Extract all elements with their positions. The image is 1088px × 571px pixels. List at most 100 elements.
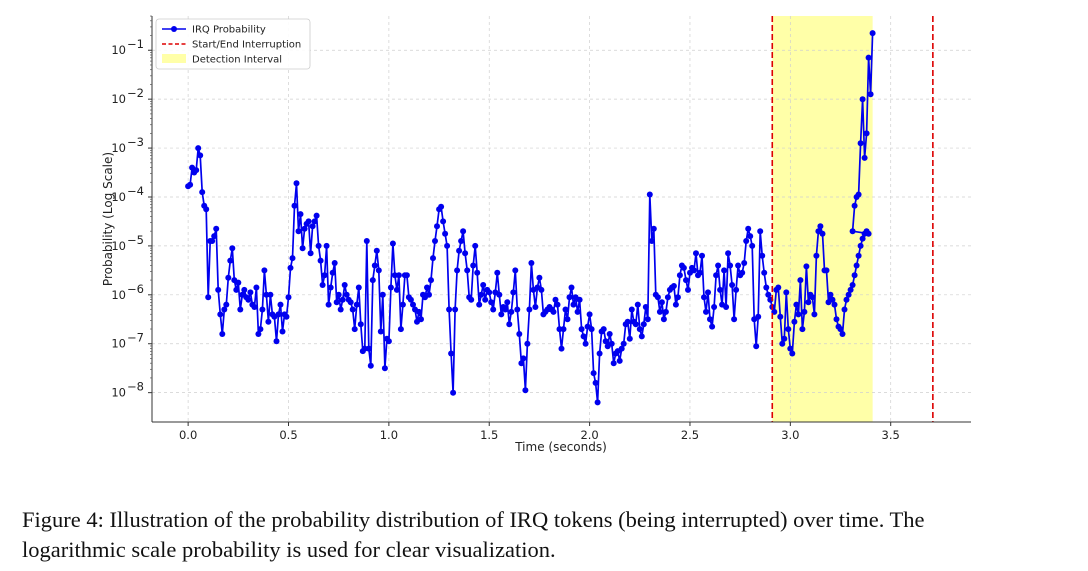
data-point-21 (227, 257, 234, 264)
data-point-332 (851, 272, 858, 279)
data-point-144 (474, 269, 481, 276)
x-tick-label-6: 3.0 (781, 428, 799, 442)
data-point-328 (843, 296, 850, 303)
data-point-163 (512, 267, 519, 274)
data-point-243 (672, 301, 679, 308)
data-point-316 (819, 230, 826, 237)
data-point-28 (241, 286, 248, 293)
legend: IRQ Probability Start/End Interruption D… (155, 18, 311, 70)
data-point-345 (859, 96, 866, 103)
data-point-256 (699, 252, 705, 259)
data-point-326 (839, 331, 846, 337)
data-point-232 (650, 225, 657, 232)
data-point-127 (440, 218, 447, 225)
data-point-296 (779, 340, 786, 347)
data-point-139 (464, 267, 471, 274)
data-point-258 (703, 308, 709, 315)
x-tick-label-3: 1.5 (480, 428, 498, 442)
data-point-57 (299, 245, 306, 252)
data-point-285 (757, 228, 764, 235)
data-point-231 (648, 238, 655, 244)
data-point-131 (448, 350, 455, 357)
data-point-327 (841, 306, 848, 313)
legend-marker-irq (171, 26, 177, 32)
data-point-184 (554, 301, 561, 308)
y-tick-label-6: 10 (111, 92, 126, 106)
data-point-331 (849, 282, 856, 288)
data-point-5 (195, 145, 202, 152)
data-point-182 (550, 308, 557, 315)
data-point-74 (333, 299, 340, 306)
figure-caption: Figure 4: Illustration of the probabilit… (22, 505, 1082, 565)
data-point-147 (480, 282, 487, 288)
data-point-151 (488, 299, 495, 306)
data-point-247 (680, 264, 687, 271)
data-point-38 (261, 267, 268, 274)
data-point-315 (817, 223, 824, 230)
data-point-230 (646, 191, 653, 198)
data-point-228 (642, 304, 649, 310)
data-point-283 (753, 343, 760, 350)
data-point-221 (628, 306, 635, 313)
data-point-322 (831, 301, 838, 308)
data-point-51 (287, 264, 294, 271)
data-point-50 (285, 294, 292, 301)
data-point-269 (725, 250, 732, 257)
data-point-270 (727, 262, 734, 269)
data-point-36 (257, 326, 264, 333)
legend-label-detection: Detection Interval (192, 55, 282, 66)
ticks-layer: 0.0 0.5 1.0 1.5 2.0 2.5 3.0 3.510−810−710−610−5… (111, 15, 900, 442)
data-point-19 (223, 301, 230, 308)
data-point-55 (295, 228, 302, 235)
data-point-18 (221, 306, 228, 313)
data-point-187 (560, 326, 567, 333)
data-point-252 (691, 267, 697, 274)
data-point-289 (765, 291, 772, 298)
data-point-176 (538, 286, 545, 293)
data-point-37 (259, 306, 266, 313)
data-point-40 (265, 318, 272, 325)
data-point-119 (424, 284, 430, 291)
data-point-334 (855, 252, 862, 259)
data-point-6 (197, 152, 204, 159)
legend-patch-detection (162, 54, 186, 63)
data-point-17 (219, 331, 226, 337)
data-point-198 (582, 340, 589, 347)
data-point-171 (528, 260, 535, 266)
data-point-298 (783, 289, 790, 296)
data-point-210 (606, 331, 613, 337)
data-point-200 (586, 311, 593, 318)
data-point-227 (640, 321, 647, 328)
data-point-14 (213, 225, 220, 232)
data-point-238 (662, 308, 669, 315)
y-tick-label-1: 10 (111, 337, 126, 351)
data-point-106 (397, 326, 404, 333)
data-point-204 (594, 399, 601, 406)
data-point-62 (309, 223, 316, 230)
series-layer (185, 30, 876, 406)
data-point-261 (709, 323, 716, 330)
data-point-219 (624, 318, 631, 325)
data-point-235 (656, 308, 663, 315)
data-point-268 (723, 304, 730, 310)
data-point-215 (616, 357, 623, 364)
data-point-207 (600, 326, 607, 333)
x-tick-label-1: 0.5 (279, 428, 297, 442)
data-point-311 (809, 294, 816, 301)
data-point-162 (510, 289, 517, 296)
data-point-61 (307, 250, 314, 257)
data-point-12 (209, 238, 216, 244)
y-tick-label-3: 10 (111, 239, 126, 253)
legend-label-irq: IRQ Probability (192, 25, 266, 36)
data-point-70 (325, 301, 332, 308)
data-point-186 (558, 345, 565, 352)
data-point-303 (793, 301, 800, 308)
data-point-197 (580, 333, 587, 340)
data-point-90 (365, 345, 372, 352)
data-point-194 (574, 308, 581, 315)
data-point-306 (799, 326, 806, 333)
data-point-223 (632, 321, 639, 328)
data-point-301 (789, 350, 796, 357)
data-point-129 (444, 242, 451, 249)
data-point-135 (456, 247, 463, 254)
